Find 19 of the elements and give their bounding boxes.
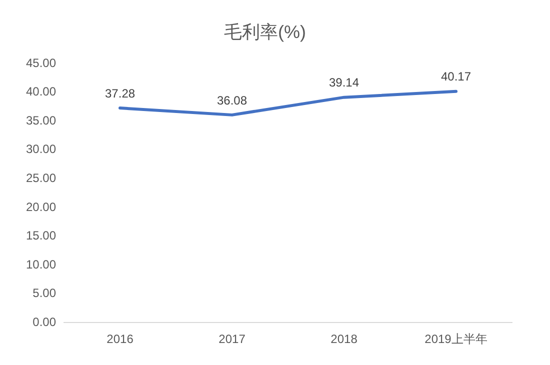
x-tick-label: 2018 (330, 332, 358, 346)
y-tick-label: 5.00 (32, 286, 56, 300)
y-tick-label: 15.00 (26, 228, 56, 243)
y-tick-label: 30.00 (26, 142, 56, 156)
y-tick-label: 45.00 (26, 56, 56, 70)
y-tick-label: 35.00 (26, 113, 56, 128)
data-label: 36.08 (217, 93, 248, 108)
x-tick-label: 2017 (218, 332, 246, 346)
chart-title: 毛利率(%) (224, 22, 306, 42)
y-tick-label: 40.00 (26, 84, 56, 99)
y-tick-label: 20.00 (26, 200, 56, 214)
y-tick-label: 25.00 (26, 171, 56, 186)
x-tick-label: 2016 (106, 332, 134, 346)
x-tick-label: 2019上半年 (424, 332, 488, 346)
data-label: 37.28 (105, 86, 136, 100)
data-label: 40.17 (440, 70, 472, 84)
data-label: 39.14 (328, 76, 360, 90)
y-tick-label: 10.00 (26, 257, 56, 272)
y-tick-label: 0.00 (32, 314, 56, 329)
